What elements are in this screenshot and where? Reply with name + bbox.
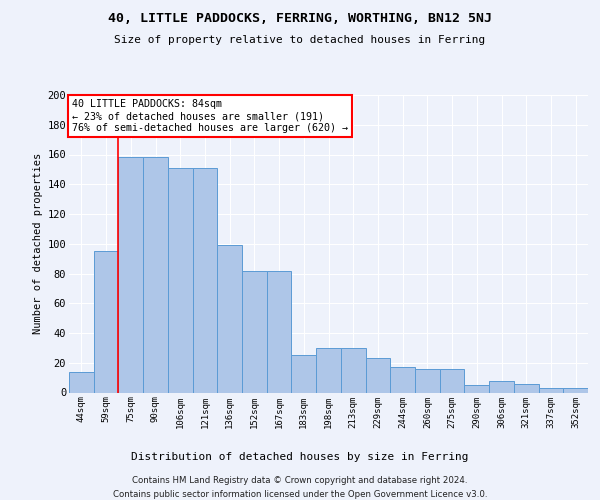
Bar (242, 270, 267, 392)
Bar (168, 168, 193, 392)
Bar (94, 251, 118, 392)
Bar (514, 384, 539, 392)
Bar (415, 368, 440, 392)
Text: Size of property relative to detached houses in Ferring: Size of property relative to detached ho… (115, 35, 485, 45)
Bar (193, 168, 217, 392)
Text: 40, LITTLE PADDOCKS, FERRING, WORTHING, BN12 5NJ: 40, LITTLE PADDOCKS, FERRING, WORTHING, … (108, 12, 492, 26)
Bar (292, 356, 316, 393)
Bar (316, 348, 341, 393)
Bar (69, 372, 94, 392)
Bar (539, 388, 563, 392)
Text: 40 LITTLE PADDOCKS: 84sqm
← 23% of detached houses are smaller (191)
76% of semi: 40 LITTLE PADDOCKS: 84sqm ← 23% of detac… (71, 100, 347, 132)
Bar (143, 158, 168, 392)
Text: Contains HM Land Registry data © Crown copyright and database right 2024.: Contains HM Land Registry data © Crown c… (132, 476, 468, 485)
Bar (267, 270, 292, 392)
Bar (118, 158, 143, 392)
Bar (390, 367, 415, 392)
Y-axis label: Number of detached properties: Number of detached properties (34, 153, 43, 334)
Bar (464, 385, 489, 392)
Bar (440, 368, 464, 392)
Text: Contains public sector information licensed under the Open Government Licence v3: Contains public sector information licen… (113, 490, 487, 499)
Text: Distribution of detached houses by size in Ferring: Distribution of detached houses by size … (131, 452, 469, 462)
Bar (563, 388, 588, 392)
Bar (341, 348, 365, 393)
Bar (489, 380, 514, 392)
Bar (217, 245, 242, 392)
Bar (365, 358, 390, 392)
